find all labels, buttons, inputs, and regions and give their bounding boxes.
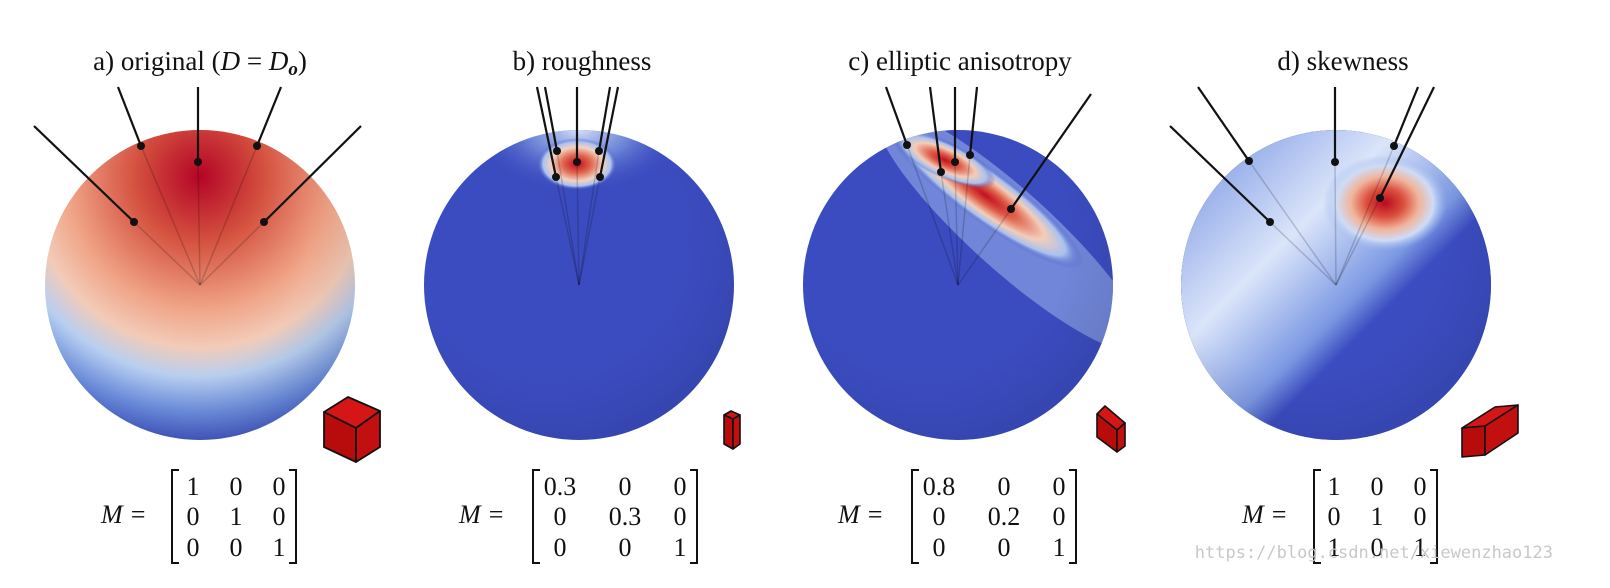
svg-text:1: 1 [674,533,687,562]
cube-icon [723,410,741,450]
svg-text:0: 0 [273,472,286,501]
svg-text:0: 0 [1328,502,1341,531]
svg-text:0: 0 [554,502,567,531]
ray-dots [130,142,268,226]
svg-text:0: 0 [273,502,286,531]
svg-text:0: 0 [619,472,632,501]
svg-text:0: 0 [1053,472,1066,501]
svg-text:1: 1 [230,502,243,531]
svg-text:0: 0 [230,472,243,501]
ray-lines [535,86,620,178]
matrix: M = 1 0 0 0 1 0 1 0 1 [1241,469,1438,564]
matrix: M = 0.3 0 0 0 0.3 0 0 0 1 [458,469,698,564]
svg-text:1: 1 [1371,502,1384,531]
svg-text:0: 0 [674,472,687,501]
ray-projections [133,145,265,286]
svg-text:0: 0 [1414,472,1427,501]
svg-text:0: 0 [1371,472,1384,501]
panel-c: c) elliptic anisotropy [803,46,1126,564]
svg-text:0: 0 [998,533,1011,562]
svg-text:0: 0 [1371,533,1384,562]
svg-text:0: 0 [230,533,243,562]
ray-projections [555,150,601,286]
cube-icon [323,396,381,463]
matrix-label: M = [1241,500,1288,529]
matrix: M = 0.8 0 0 0 0.2 0 0 0 1 [837,469,1077,564]
ray-lines [884,86,1092,210]
svg-text:1: 1 [187,472,200,501]
svg-text:1: 1 [1414,533,1427,562]
svg-text:0: 0 [933,533,946,562]
svg-text:1: 1 [1328,472,1341,501]
svg-text:0: 0 [187,502,200,531]
panel-title: c) elliptic anisotropy [848,46,1072,76]
svg-text:0: 0 [1414,502,1427,531]
matrix-label: M = [100,500,147,529]
svg-text:0.3: 0.3 [609,502,642,531]
svg-text:1: 1 [1328,533,1341,562]
svg-text:0.2: 0.2 [988,502,1021,531]
sphere [424,130,734,440]
matrix-label: M = [458,500,505,529]
ray-lines [1169,86,1435,223]
svg-text:0: 0 [674,502,687,531]
panel-title: d) skewness [1277,46,1408,76]
ray-lines [33,86,362,223]
panel-title: a) original (D = Do) [93,46,307,80]
panel-d: d) skewness [1169,46,1519,564]
ray-dots [552,147,604,181]
svg-text:0: 0 [1053,502,1066,531]
cube-icon [1461,404,1519,458]
ray-projections [1248,145,1395,286]
cube-icon [1096,405,1126,453]
svg-text:1: 1 [1053,533,1066,562]
svg-text:0.3: 0.3 [544,472,577,501]
panel-a: a) original (D = Do) M [33,46,381,564]
svg-text:0.8: 0.8 [923,472,956,501]
sphere [803,130,1113,440]
ray-projections [906,144,1012,286]
svg-text:0: 0 [619,533,632,562]
sphere [1181,130,1491,440]
matrix-label: M = [837,500,884,529]
ray-dots [1245,142,1398,226]
panel-b: b) roughness [424,46,741,564]
svg-text:0: 0 [998,472,1011,501]
panel-title: b) roughness [513,46,652,76]
svg-text:0: 0 [187,533,200,562]
ray-dots [903,141,1015,213]
svg-text:0: 0 [933,502,946,531]
watermark: https://blog.csdn.net/xiewenzhao123 [1195,543,1553,563]
matrix: M = 1 0 0 0 1 0 0 0 1 [100,469,297,564]
svg-text:1: 1 [273,533,286,562]
svg-text:0: 0 [554,533,567,562]
